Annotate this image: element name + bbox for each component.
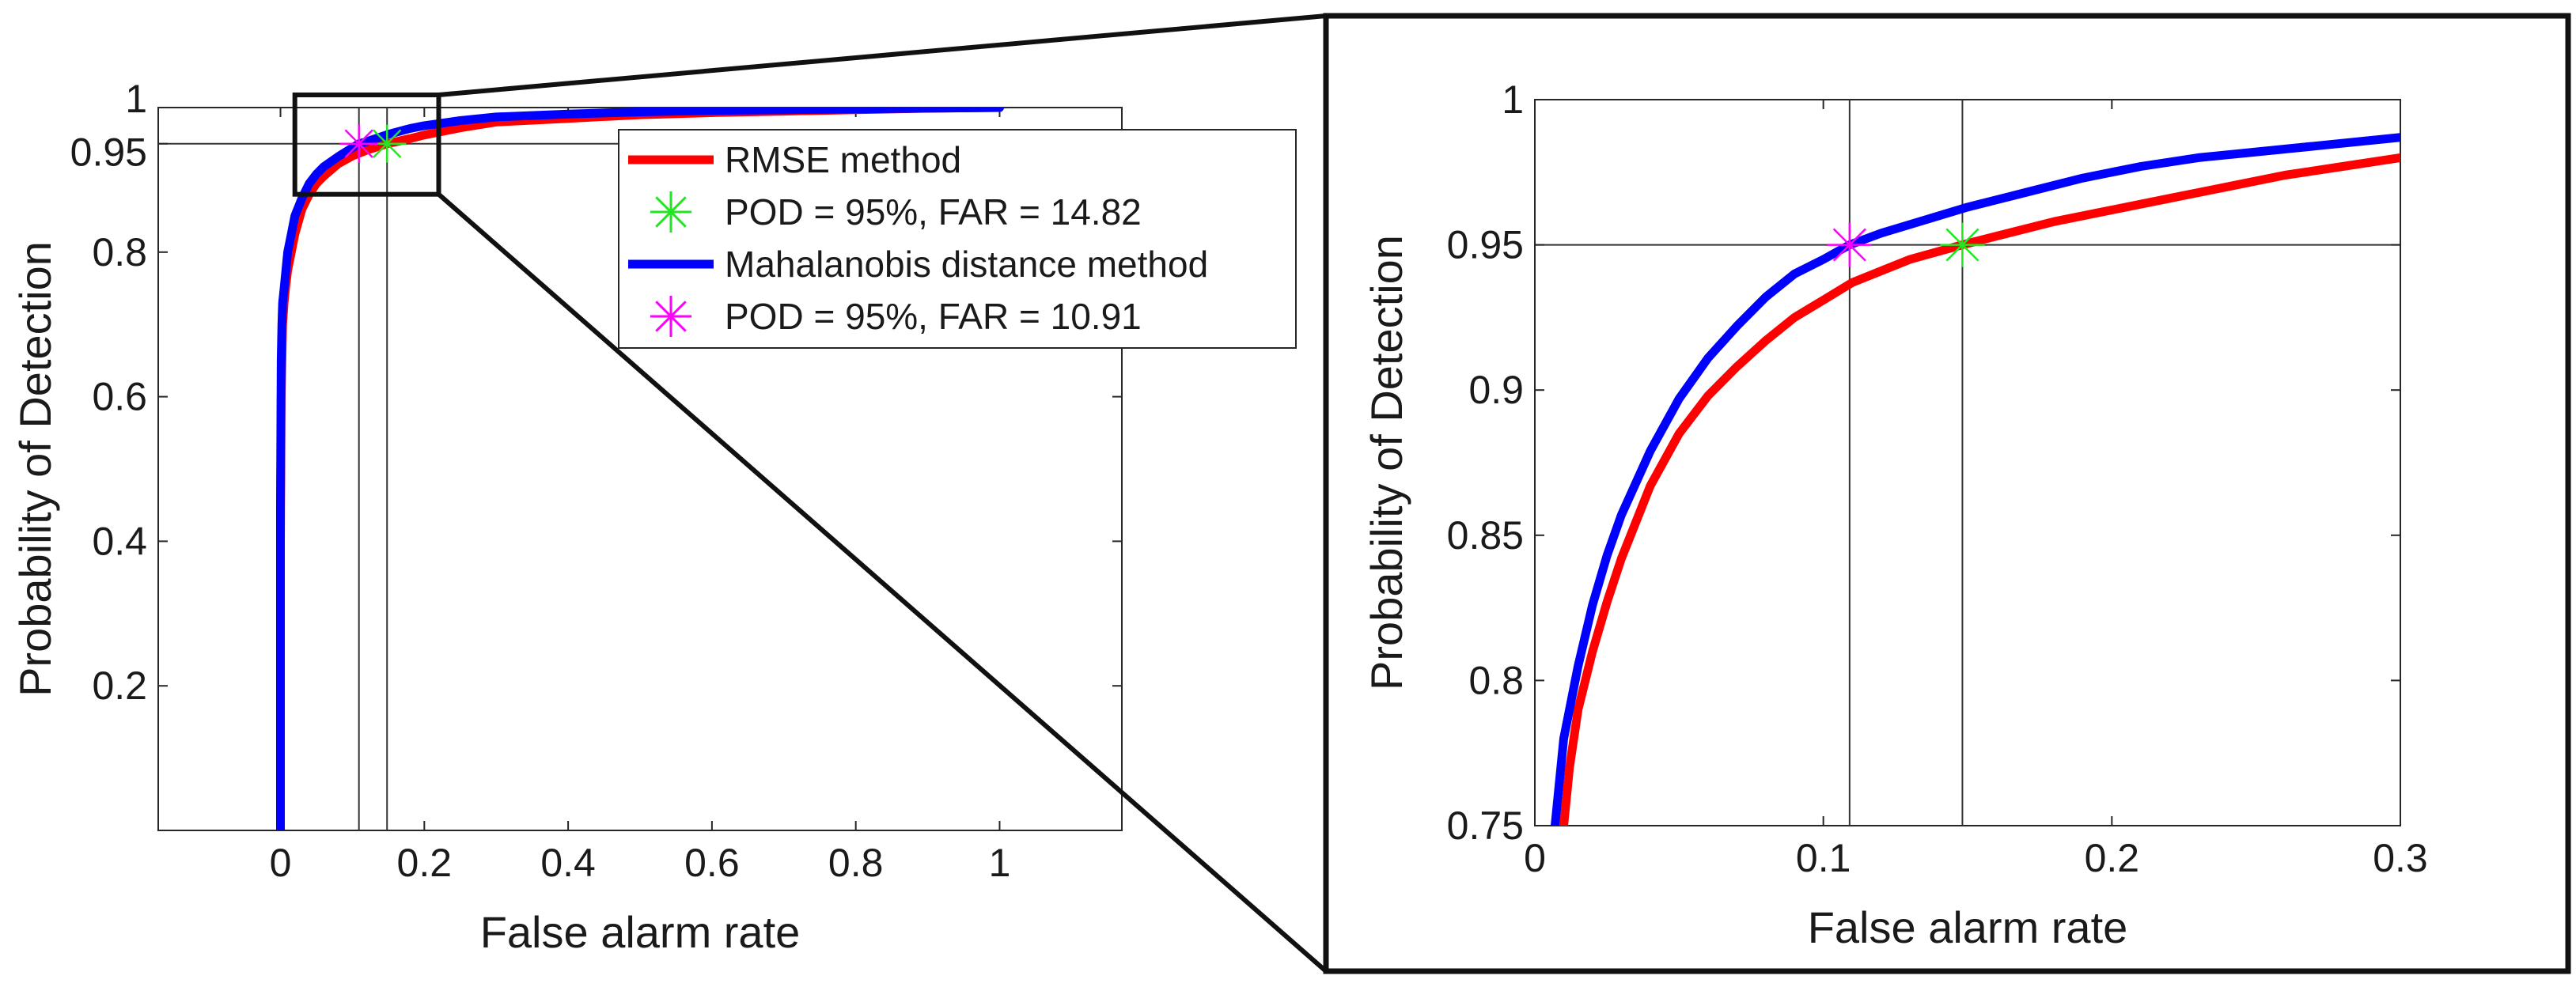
- legend-box: [618, 129, 1297, 349]
- legend-label-0: RMSE method: [725, 139, 961, 180]
- overview-x-tick-label: 1: [989, 841, 1011, 885]
- zoom-x-axis-label: False alarm rate: [1808, 902, 2128, 952]
- zoom-marker-mahalanobis: [1827, 222, 1872, 267]
- zoom-y-tick-label: 1: [1502, 78, 1524, 122]
- overview-y-tick-label: 0.8: [92, 230, 147, 274]
- zoom-series-rmse: [1559, 153, 2400, 826]
- legend-marker-1: [650, 191, 691, 233]
- legend-label-2: Mahalanobis distance method: [725, 244, 1208, 285]
- overview-y-tick-label: 0.6: [92, 375, 147, 419]
- overview-x-tick-label: 0.2: [397, 841, 453, 885]
- overview-y-tick-label: 0.2: [92, 664, 147, 708]
- zoom-y-tick-label: 0.8: [1468, 658, 1524, 702]
- overview-series-mahalanobis: [276, 108, 1004, 830]
- legend-label-3: POD = 95%, FAR = 10.91: [725, 296, 1142, 337]
- zoom-y-tick-label: 0.85: [1447, 513, 1524, 558]
- overview-y-axis-label: Probability of Detection: [10, 241, 60, 697]
- zoom-x-tick-label: 0.3: [2373, 836, 2428, 880]
- zoom-marker-rmse: [1940, 222, 1985, 267]
- legend-marker-3: [650, 296, 691, 337]
- overview-marker-mahalanobis: [339, 124, 378, 163]
- zoom-x-tick-label: 0.2: [2085, 836, 2140, 880]
- overview-x-tick-label: 0.6: [684, 841, 740, 885]
- zoom-y-tick-label: 0.9: [1468, 368, 1524, 412]
- zoom-x-tick-label: 0: [1524, 836, 1546, 880]
- overview-x-tick-label: 0: [270, 841, 292, 885]
- zoom-plot-area: [1534, 99, 2401, 826]
- zoom-x-tick-label: 0.1: [1796, 836, 1851, 880]
- zoom-connector-top: [438, 13, 1327, 97]
- legend-label-1: POD = 95%, FAR = 14.82: [725, 191, 1142, 233]
- zoom-y-tick-label: 0.75: [1447, 804, 1524, 848]
- overview-y-tick-label: 0.4: [92, 519, 147, 563]
- overview-marker-rmse: [368, 124, 407, 163]
- overview-y-tick-label: 1: [125, 77, 147, 121]
- zoom-y-axis-label: Probability of Detection: [1362, 235, 1411, 690]
- zoom-region-box: [292, 93, 441, 197]
- overview-x-axis-label: False alarm rate: [480, 907, 801, 957]
- overview-x-tick-label: 0.8: [828, 841, 884, 885]
- zoom-panel-frame: [1323, 13, 2571, 974]
- zoom-y-tick-label: 0.95: [1447, 223, 1524, 267]
- zoom-connector-bottom: [437, 192, 1328, 974]
- overview-x-tick-label: 0.4: [540, 841, 596, 885]
- zoom-series-mahalanobis: [1551, 133, 2400, 826]
- overview-y-tick-label: 0.95: [70, 130, 147, 175]
